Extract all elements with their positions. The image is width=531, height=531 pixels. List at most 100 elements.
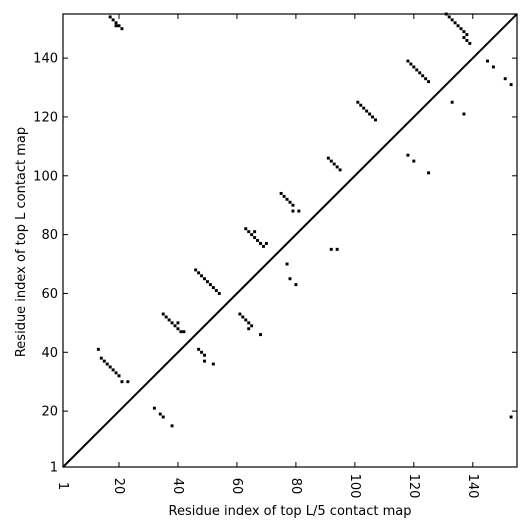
contact-point xyxy=(450,18,454,22)
contact-point xyxy=(200,350,204,354)
contact-point xyxy=(465,33,469,37)
y-tick-label: 80 xyxy=(41,228,58,243)
contact-point xyxy=(205,280,209,284)
contact-point xyxy=(491,65,495,69)
y-tick-label: 1 xyxy=(50,461,58,476)
contact-point xyxy=(176,327,180,331)
contact-point xyxy=(170,321,174,325)
contact-point xyxy=(371,115,375,119)
contact-point xyxy=(326,156,330,160)
contact-point xyxy=(450,100,454,104)
y-tick-label: 120 xyxy=(33,110,58,125)
contact-point xyxy=(356,100,360,104)
contact-point xyxy=(96,347,100,351)
x-tick-label: 60 xyxy=(229,478,244,495)
contact-point xyxy=(170,424,174,428)
contact-point xyxy=(117,24,121,28)
contact-point xyxy=(197,271,201,275)
contact-point xyxy=(194,268,198,272)
x-tick-label: 80 xyxy=(288,478,303,495)
contact-point xyxy=(285,197,289,201)
y-axis-label: Residue index of top L contact map xyxy=(14,127,29,357)
y-tick-label: 100 xyxy=(33,169,58,184)
contact-point xyxy=(261,244,265,248)
y-tick-label: 40 xyxy=(41,346,58,361)
contact-point xyxy=(447,15,451,19)
contact-point xyxy=(120,27,124,31)
contact-point xyxy=(335,247,339,251)
contact-point xyxy=(462,30,466,34)
contact-point xyxy=(335,165,339,169)
contact-point xyxy=(173,324,177,328)
contact-point xyxy=(406,153,410,157)
contact-point xyxy=(214,289,218,292)
contact-point xyxy=(338,168,342,172)
contact-point xyxy=(111,18,115,22)
contact-point xyxy=(297,209,301,213)
contact-point xyxy=(241,315,245,319)
contact-point xyxy=(253,236,257,240)
contact-point xyxy=(291,209,295,213)
contact-point xyxy=(412,65,416,69)
contact-point xyxy=(114,371,118,375)
contact-point xyxy=(99,356,103,360)
x-tick-label: 40 xyxy=(170,478,185,495)
y-tick-label: 140 xyxy=(33,52,58,67)
x-tick-label: 140 xyxy=(465,474,480,499)
contact-point xyxy=(114,24,118,28)
contact-point xyxy=(244,227,248,231)
contact-point xyxy=(456,24,460,28)
contact-point xyxy=(182,330,186,334)
contact-point xyxy=(406,59,410,63)
contact-points xyxy=(96,12,513,428)
contact-point xyxy=(247,321,251,325)
contact-point xyxy=(279,191,283,195)
contact-point xyxy=(161,312,165,316)
contact-point xyxy=(158,412,162,416)
contact-point xyxy=(208,283,212,287)
contact-point xyxy=(288,277,292,281)
contact-point xyxy=(164,315,168,319)
contact-point xyxy=(424,77,428,81)
contact-point xyxy=(120,380,124,384)
contact-point xyxy=(329,247,333,251)
contact-point xyxy=(509,83,513,87)
contact-point xyxy=(238,312,242,316)
contact-point xyxy=(462,36,466,40)
contact-point xyxy=(421,74,425,78)
contact-point xyxy=(211,286,215,290)
contact-point xyxy=(288,200,292,204)
contact-point xyxy=(217,291,221,295)
contact-point xyxy=(179,330,183,334)
contact-point xyxy=(203,359,206,363)
contact-point xyxy=(211,362,215,366)
x-tick-label: 20 xyxy=(111,478,126,495)
contact-point xyxy=(465,39,469,42)
contact-point xyxy=(285,262,289,266)
contact-point xyxy=(332,162,336,166)
contact-point xyxy=(102,359,106,363)
x-tick-label: 100 xyxy=(347,474,362,499)
contact-point xyxy=(374,118,377,122)
contact-point xyxy=(509,415,513,419)
contact-point xyxy=(108,365,112,369)
contact-point xyxy=(294,283,298,287)
contact-point xyxy=(409,62,413,66)
contact-point xyxy=(359,103,363,107)
contact-point xyxy=(259,333,262,337)
y-tick-label: 20 xyxy=(41,405,58,420)
contact-point xyxy=(197,347,201,351)
contact-point xyxy=(427,171,431,175)
contact-point xyxy=(264,241,268,245)
contact-point xyxy=(468,41,472,45)
contact-point xyxy=(250,324,254,328)
contact-point xyxy=(111,368,115,372)
contact-point xyxy=(152,406,156,410)
contact-point xyxy=(105,362,109,366)
x-axis-label: Residue index of top L/5 contact map xyxy=(169,504,412,519)
contact-point xyxy=(126,380,130,384)
contact-point xyxy=(203,353,206,357)
contact-point xyxy=(253,230,257,234)
y-tick-label: 60 xyxy=(41,287,58,302)
